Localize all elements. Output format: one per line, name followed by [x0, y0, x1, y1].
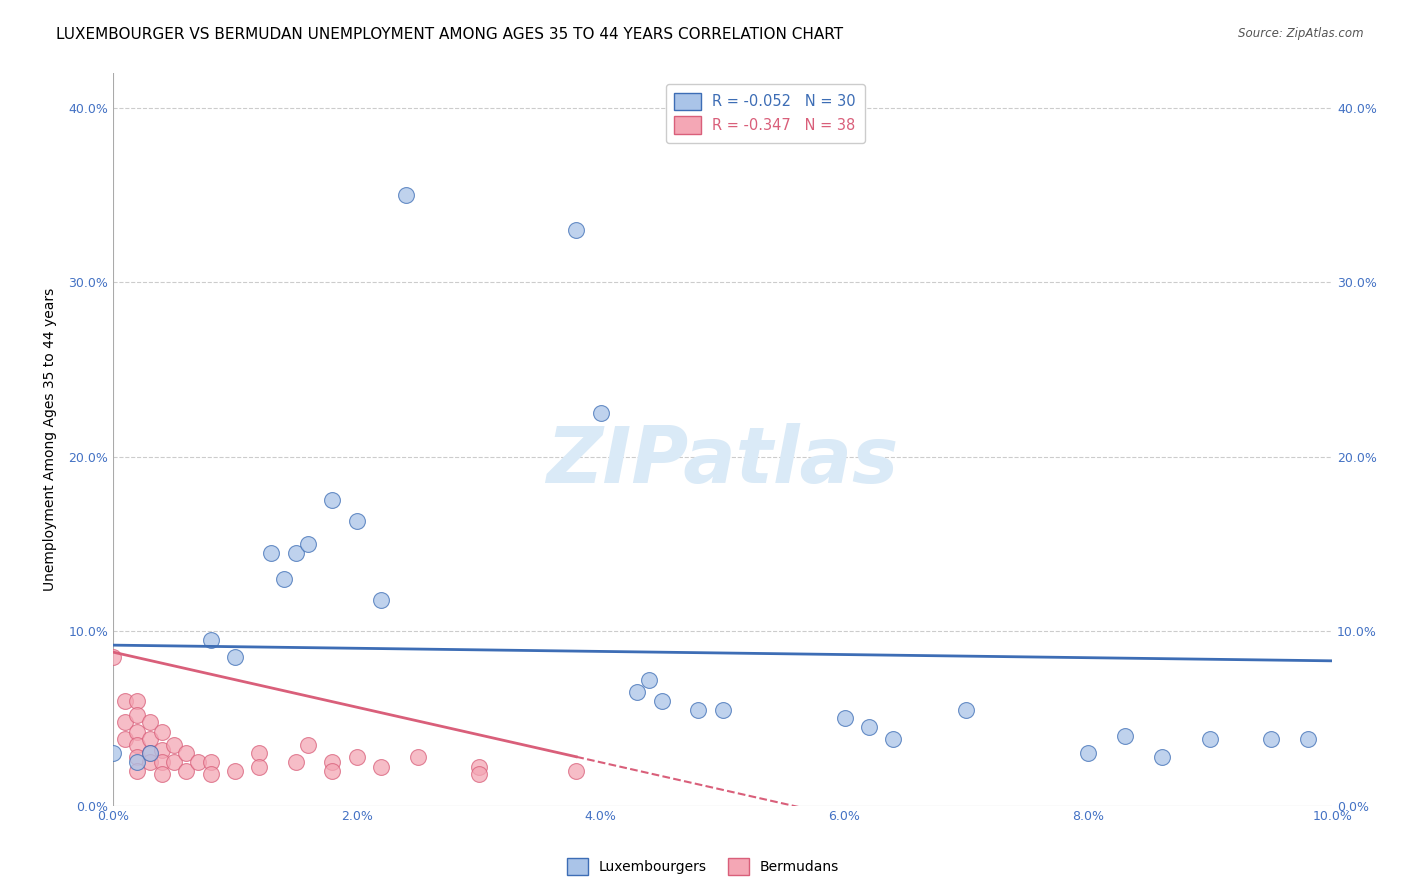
Point — [297, 738, 319, 752]
Point — [127, 694, 149, 708]
Point — [711, 703, 734, 717]
Point — [467, 760, 489, 774]
Point — [114, 694, 136, 708]
Point — [260, 546, 283, 560]
Point — [321, 493, 343, 508]
Point — [101, 650, 124, 665]
Text: ZIPatlas: ZIPatlas — [547, 424, 898, 500]
Point — [370, 592, 392, 607]
Point — [224, 650, 246, 665]
Point — [626, 685, 648, 699]
Point — [150, 725, 173, 739]
Point — [101, 746, 124, 760]
Point — [467, 767, 489, 781]
Point — [114, 714, 136, 729]
Point — [406, 749, 429, 764]
Point — [882, 732, 904, 747]
Point — [200, 632, 222, 647]
Point — [321, 764, 343, 778]
Point — [150, 767, 173, 781]
Point — [138, 746, 160, 760]
Legend: R = -0.052   N = 30, R = -0.347   N = 38: R = -0.052 N = 30, R = -0.347 N = 38 — [665, 84, 865, 143]
Point — [138, 714, 160, 729]
Point — [138, 755, 160, 769]
Point — [127, 707, 149, 722]
Point — [174, 764, 197, 778]
Point — [1296, 732, 1319, 747]
Point — [150, 755, 173, 769]
Point — [858, 720, 880, 734]
Point — [200, 755, 222, 769]
Point — [1150, 749, 1173, 764]
Point — [127, 755, 149, 769]
Point — [247, 760, 270, 774]
Point — [127, 749, 149, 764]
Text: LUXEMBOURGER VS BERMUDAN UNEMPLOYMENT AMONG AGES 35 TO 44 YEARS CORRELATION CHAR: LUXEMBOURGER VS BERMUDAN UNEMPLOYMENT AM… — [56, 27, 844, 42]
Point — [565, 223, 588, 237]
Point — [297, 537, 319, 551]
Point — [651, 694, 673, 708]
Point — [200, 767, 222, 781]
Point — [127, 764, 149, 778]
Point — [1199, 732, 1222, 747]
Point — [1260, 732, 1282, 747]
Point — [247, 746, 270, 760]
Point — [1114, 729, 1136, 743]
Point — [565, 764, 588, 778]
Point — [114, 732, 136, 747]
Point — [638, 673, 661, 687]
Point — [138, 732, 160, 747]
Point — [127, 738, 149, 752]
Legend: Luxembourgers, Bermudans: Luxembourgers, Bermudans — [561, 853, 845, 880]
Point — [127, 725, 149, 739]
Text: Source: ZipAtlas.com: Source: ZipAtlas.com — [1239, 27, 1364, 40]
Point — [187, 755, 209, 769]
Point — [370, 760, 392, 774]
Point — [346, 514, 368, 528]
Point — [163, 755, 186, 769]
Point — [688, 703, 710, 717]
Point — [955, 703, 977, 717]
Point — [284, 546, 307, 560]
Point — [834, 711, 856, 725]
Point — [138, 746, 160, 760]
Point — [174, 746, 197, 760]
Point — [284, 755, 307, 769]
Point — [321, 755, 343, 769]
Point — [150, 743, 173, 757]
Y-axis label: Unemployment Among Ages 35 to 44 years: Unemployment Among Ages 35 to 44 years — [44, 288, 58, 591]
Point — [224, 764, 246, 778]
Point — [163, 738, 186, 752]
Point — [346, 749, 368, 764]
Point — [589, 406, 612, 420]
Point — [1077, 746, 1099, 760]
Point — [273, 572, 295, 586]
Point — [394, 188, 416, 202]
